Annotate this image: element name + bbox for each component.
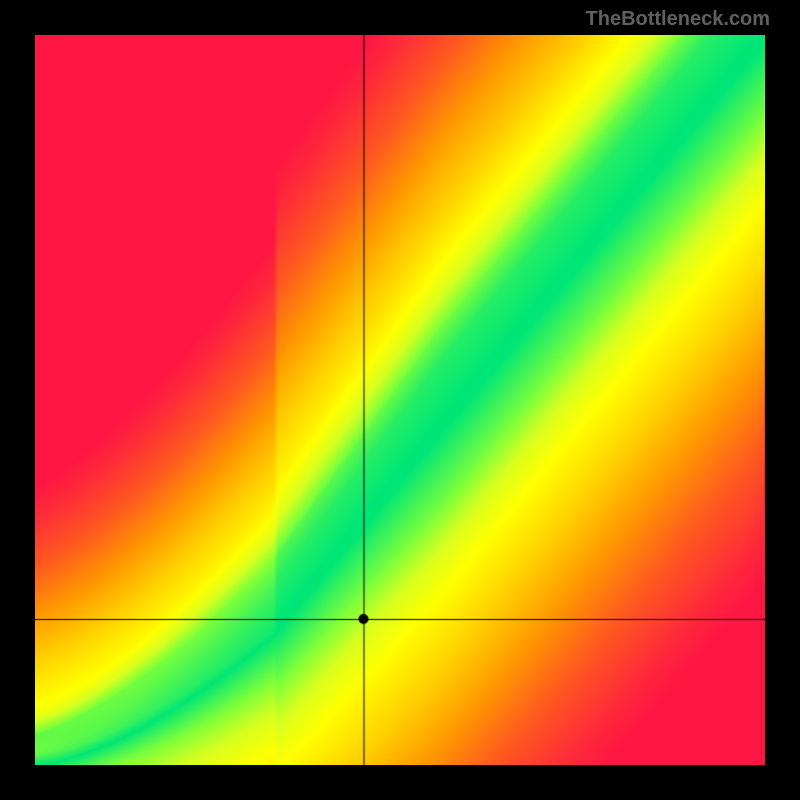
chart-container: TheBottleneck.com [0,0,800,800]
watermark-text: TheBottleneck.com [586,8,770,31]
heatmap-canvas [35,35,765,765]
heatmap-plot [35,35,765,765]
